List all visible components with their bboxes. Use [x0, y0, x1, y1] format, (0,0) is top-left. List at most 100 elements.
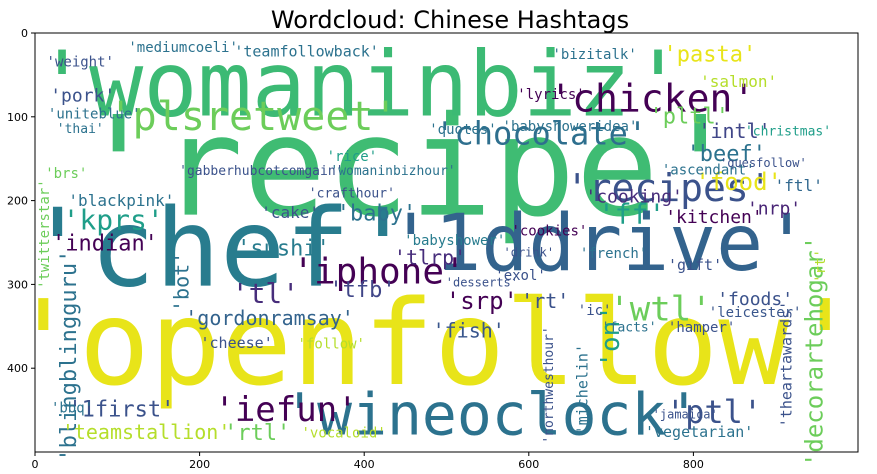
word-52: 'michelin': [573, 344, 591, 434]
word-3: 'chef': [25, 187, 415, 312]
word-30: 'baby': [337, 202, 416, 227]
word-2: 'womaninbiz': [35, 32, 685, 137]
word-16: 'pasta': [664, 42, 757, 67]
plot-frame: [34, 32, 859, 453]
word-81: 'ic': [578, 303, 612, 319]
word-31: 'sushi': [237, 237, 330, 262]
word-72: 'womaninbizhour': [330, 164, 455, 179]
word-63: 'pork': [50, 85, 115, 106]
word-50: 'follow': [298, 337, 365, 353]
word-75: 'cookies': [511, 224, 587, 240]
word-7: 'plsretweet': [109, 94, 398, 140]
y-tick-label-2: 200: [7, 195, 28, 208]
x-tick-label-3: 600: [518, 458, 539, 471]
word-8: 'chocolate': [435, 115, 647, 153]
word-44: 'hamper': [668, 320, 735, 336]
word-36: 'tl': [232, 277, 299, 310]
word-0: 'recipe': [77, 87, 742, 248]
word-78: 'gift': [668, 256, 722, 274]
x-tick-label-4: 800: [683, 458, 704, 471]
x-tick-label-2: 400: [354, 458, 375, 471]
word-28: 'blackpink': [68, 191, 174, 210]
word-79: 'exol': [495, 268, 546, 284]
word-59: 'bizitalk': [552, 47, 636, 63]
word-5: 'wineoclock': [282, 380, 701, 448]
word-60: 'teamfollowback': [234, 42, 379, 60]
word-12: 'wtl': [609, 290, 711, 330]
word-67: 'quotes': [429, 122, 496, 138]
y-tick-label-1: 100: [7, 111, 28, 124]
word-9: 'recipes': [566, 166, 772, 210]
word-41: 'on': [596, 305, 626, 368]
word-1: 'openfollow': [8, 274, 861, 412]
word-17: 'salmon': [700, 72, 777, 91]
word-84: 'jamaica': [653, 407, 718, 421]
word-56: 'rtl': [224, 421, 290, 446]
word-40: 'fish': [433, 318, 505, 342]
word-61: 'mediumcoeli': [128, 40, 238, 56]
word-58: 'vegetarian': [645, 423, 753, 441]
word-22: 'cooking': [585, 187, 683, 208]
word-21: 'ff': [598, 198, 665, 231]
x-tick-label-1: 200: [189, 458, 210, 471]
word-18: 'beef': [687, 142, 766, 167]
y-tick-label-3: 300: [7, 278, 28, 291]
word-38: 'srp': [446, 287, 518, 315]
y-tick-label-0: 0: [21, 27, 28, 40]
word-35: 'gordonramsay': [185, 306, 354, 330]
word-46: 'decorartehogar': [800, 236, 828, 467]
word-80: 'desserts': [446, 276, 518, 290]
word-55: 'teamstallion': [62, 420, 231, 444]
word-29: 'cake': [261, 203, 319, 222]
word-70: 'ascendant': [662, 162, 755, 178]
word-66: 'brs': [45, 166, 87, 182]
word-20: 'ftl': [775, 176, 823, 195]
word-69: 'lyrics': [517, 87, 584, 103]
word-74: 'crafthour': [309, 186, 395, 201]
word-73: 'rice': [327, 149, 378, 165]
chart-title: Wordcloud: Chinese Hashtags: [271, 6, 629, 34]
word-54: '1first': [68, 398, 174, 423]
word-85: 'twitterstar': [37, 179, 53, 289]
word-25: 'christmas': [745, 124, 831, 139]
word-4: '1ddrive': [387, 199, 810, 289]
word-6: 'chicken': [549, 76, 755, 120]
y-tick-label-4: 400: [7, 362, 28, 375]
word-45: 'facts': [602, 320, 657, 335]
word-13: 'ptl': [666, 393, 762, 431]
word-83: 'bbq': [51, 400, 93, 416]
word-14: 'pltl': [650, 104, 729, 129]
word-32: 'bot': [169, 252, 193, 312]
word-71: 'gabberhubcotcomgain': [179, 164, 343, 179]
word-47: 'theartawards': [777, 301, 795, 427]
word-49: 'cheese': [201, 334, 273, 352]
word-33: 'tlrp': [394, 246, 466, 270]
word-62: 'weight': [47, 54, 114, 70]
word-68: 'babyshoweridea': [503, 119, 638, 135]
word-10: 'iphone': [292, 251, 465, 292]
word-39: 'rt': [521, 289, 569, 313]
word-42: 'foods': [717, 289, 793, 310]
word-26: 'kprs': [63, 203, 164, 236]
word-27: 'indian': [52, 232, 158, 257]
word-65: 'thai': [57, 122, 104, 137]
word-37: 'tfb': [329, 278, 395, 303]
word-34: 'babyshower': [404, 233, 505, 249]
word-51: 'northwesthour': [542, 326, 557, 443]
x-axis: 0 200 400 600 800: [32, 452, 704, 471]
word-15: 'intl': [698, 119, 770, 143]
word-64: 'uniteblue': [48, 106, 141, 122]
word-82: 'quesfollow': [720, 156, 807, 170]
x-tick-label-0: 0: [32, 458, 39, 471]
word-24: 'nrp': [747, 198, 801, 219]
word-76: 'french': [580, 246, 647, 262]
y-axis: 0 100 200 300 400: [7, 27, 35, 375]
word-23: 'kitchen': [665, 207, 763, 228]
word-layer: 'recipe''openfollow''womaninbiz''chef''1…: [8, 32, 861, 467]
word-19: 'food': [695, 168, 782, 196]
word-43: 'leicester': [709, 305, 802, 321]
word-53: 'blingblingguru': [57, 250, 82, 462]
word-77: 'drink': [504, 246, 555, 260]
word-48: 'rt': [813, 249, 829, 283]
